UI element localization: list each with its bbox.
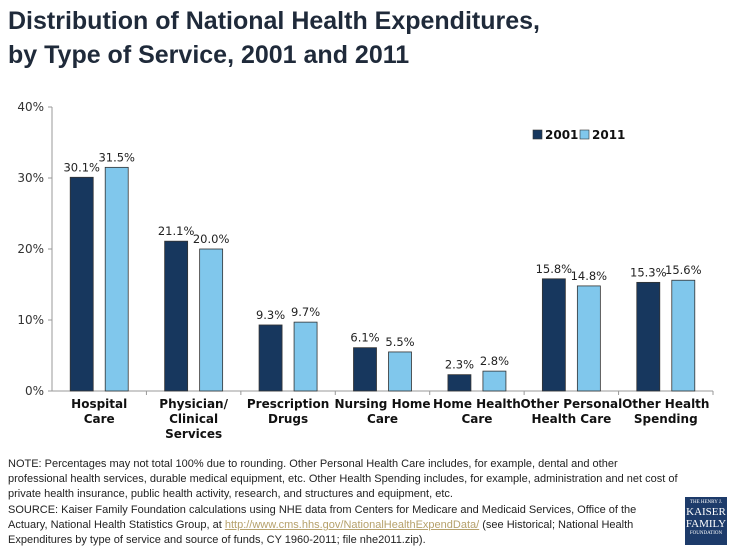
data-label: 30.1% [63, 160, 100, 174]
bar-2011 [671, 279, 696, 392]
chart-title: Distribution of National Health Expendit… [8, 4, 540, 72]
category-label: Services [165, 427, 222, 441]
logo-line-2: KAISER [686, 506, 726, 518]
bar-2011 [293, 321, 318, 392]
source-prefix: SOURCE: Kaiser Family Foundation calcula… [8, 504, 637, 531]
bar-chart: 0%10%20%30%40%30.1%31.5%HospitalCare21.1… [17, 100, 714, 441]
bar-2001 [447, 374, 472, 392]
y-tick-label: 20% [17, 242, 44, 256]
title-line-2: by Type of Service, 2001 and 2011 [8, 41, 410, 69]
logo-line-3: FAMILY [685, 518, 727, 530]
bar-2001 [353, 347, 377, 392]
source-suffix: (see Historical; National Health Expendi… [8, 519, 634, 546]
note-text: NOTE: Percentages may not total 100% due… [8, 458, 678, 500]
bar-2011 [576, 285, 601, 392]
kff-logo: THE HENRY J. KAISER FAMILY FOUNDATION [685, 497, 727, 545]
category-label: Clinical [169, 412, 218, 426]
bar-2011 [104, 166, 129, 392]
data-label: 14.8% [571, 269, 608, 283]
y-tick-label: 40% [17, 100, 44, 114]
data-label: 5.5% [385, 335, 414, 349]
source-link[interactable]: http://www.cms.hhs.gov/NationalHealthExp… [224, 519, 480, 531]
category-label: Other Personal [520, 397, 622, 411]
bar-2011 [199, 248, 224, 392]
category-label: Physician/ [159, 397, 228, 411]
data-label: 9.3% [256, 308, 285, 322]
data-label: 31.5% [98, 150, 135, 164]
y-tick-label: 30% [17, 171, 44, 185]
bar-2001 [164, 240, 189, 392]
data-label: 6.1% [350, 331, 379, 345]
bar-2001 [258, 324, 283, 392]
data-label: 15.3% [630, 265, 667, 279]
category-label: Hospital [71, 397, 127, 411]
category-label: Prescription [247, 397, 329, 411]
category-label: Spending [634, 412, 698, 426]
data-label: 15.8% [536, 262, 573, 276]
data-label: 2.8% [480, 354, 509, 368]
legend-swatch-2011 [579, 129, 590, 140]
bar-2001 [69, 176, 94, 392]
legend-label: 2011 [592, 128, 625, 142]
category-label: Nursing Home [335, 397, 431, 411]
logo-line-1: THE HENRY J. [689, 500, 723, 505]
category-label: Other Health [622, 397, 709, 411]
category-label: Health Care [531, 412, 611, 426]
legend-swatch-2001 [532, 129, 543, 140]
y-tick-label: 0% [25, 384, 44, 398]
category-label: Drugs [268, 412, 308, 426]
y-tick-label: 10% [17, 313, 44, 327]
data-label: 21.1% [158, 224, 195, 238]
bar-2011 [482, 370, 507, 392]
data-label: 9.7% [291, 305, 320, 319]
data-label: 15.6% [665, 263, 702, 277]
source-text: SOURCE: Kaiser Family Foundation calcula… [8, 503, 678, 548]
legend-label: 2001 [545, 128, 578, 142]
category-label: Care [367, 412, 398, 426]
title-line-1: Distribution of National Health Expendit… [8, 7, 540, 35]
bar-2001 [541, 278, 566, 392]
category-label: Care [461, 412, 492, 426]
data-label: 2.3% [445, 358, 474, 372]
logo-line-4: FOUNDATION [689, 531, 723, 536]
category-label: Care [84, 412, 115, 426]
data-label: 20.0% [193, 232, 230, 246]
bar-2001 [636, 281, 661, 392]
bar-2011 [388, 351, 412, 392]
category-label: Home Health [433, 397, 521, 411]
